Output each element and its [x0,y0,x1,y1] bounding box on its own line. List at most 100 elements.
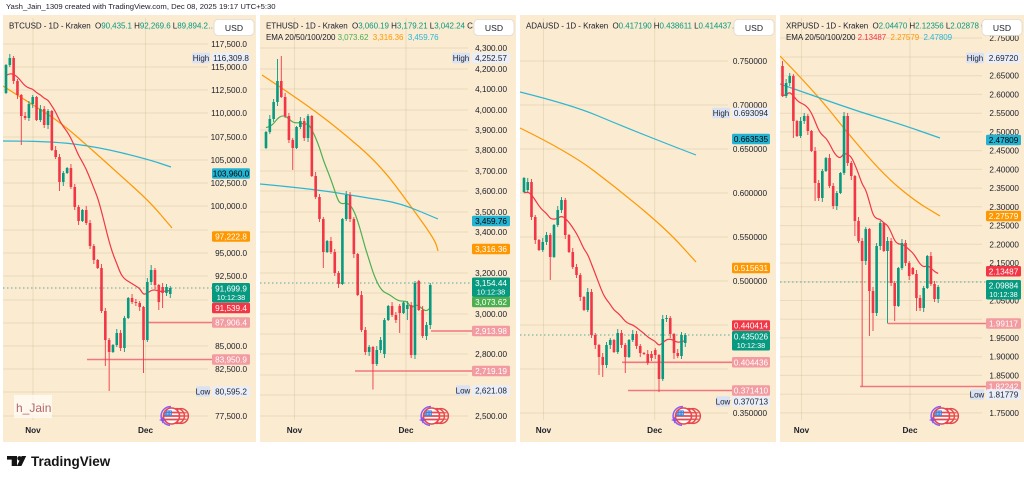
svg-text:3,200.00: 3,200.00 [475,269,507,278]
svg-text:10:12:38: 10:12:38 [477,288,505,297]
svg-text:2.13487: 2.13487 [989,267,1019,276]
svg-text:3,000.00: 3,000.00 [475,310,507,319]
svg-text:91,539.4: 91,539.4 [215,304,247,313]
svg-text:4,300.00: 4,300.00 [475,44,507,53]
svg-text:95,000.0: 95,000.0 [215,249,247,258]
svg-text:1.82242: 1.82242 [989,383,1019,392]
svg-text:97,222.8: 97,222.8 [215,233,247,242]
svg-text:1.95000: 1.95000 [989,334,1019,343]
svg-text:3,900.00: 3,900.00 [475,126,507,135]
svg-text:105,000.0: 105,000.0 [211,156,248,165]
svg-text:0.550000: 0.550000 [733,233,768,242]
svg-text:XRPUSD - 1D - Kraken O2.04470: XRPUSD - 1D - Kraken O2.04470 H2.12356 L… [786,22,995,31]
svg-text:Nov: Nov [287,426,303,435]
svg-text:3,073.62: 3,073.62 [475,298,507,307]
svg-text:3,459.76: 3,459.76 [475,217,507,226]
svg-text:1.85000: 1.85000 [989,371,1019,380]
svg-text:1.81779: 1.81779 [989,391,1019,400]
svg-text:2.20000: 2.20000 [989,240,1019,249]
svg-text:112,500.0: 112,500.0 [211,86,247,95]
svg-text:0.404436: 0.404436 [734,358,769,367]
svg-text:2,800.00: 2,800.00 [475,350,507,359]
svg-text:ETHUSD - 1D - Kraken O3,060.1: ETHUSD - 1D - Kraken O3,060.19 H3,179.21… [266,22,481,31]
svg-text:High: High [193,54,209,63]
svg-text:3,500.00: 3,500.00 [475,208,507,217]
svg-text:Low: Low [716,398,731,407]
svg-text:0.663535: 0.663535 [734,135,769,144]
svg-text:1.99117: 1.99117 [989,320,1018,329]
svg-text:h_Jain: h_Jain [16,401,51,415]
svg-text:92,500.0: 92,500.0 [215,272,247,281]
svg-text:0.600000: 0.600000 [733,189,768,198]
svg-text:Dec: Dec [398,426,413,435]
svg-text:High: High [453,54,469,63]
svg-text:2.05000: 2.05000 [989,297,1019,306]
svg-text:2.09884: 2.09884 [989,281,1019,290]
svg-text:USD: USD [485,23,503,33]
svg-text:2.45000: 2.45000 [989,147,1019,156]
svg-text:107,500.0: 107,500.0 [211,133,248,142]
svg-text:0.500000: 0.500000 [733,277,768,286]
svg-text:BTCUSD - 1D - Kraken O90,435.: BTCUSD - 1D - Kraken O90,435.1 H92,269.6… [9,22,216,31]
svg-text:2.60000: 2.60000 [989,90,1019,99]
svg-text:0.435026: 0.435026 [734,332,769,341]
svg-text:4,000.00: 4,000.00 [475,106,507,115]
svg-text:Dec: Dec [138,426,153,435]
svg-text:10:12:38: 10:12:38 [989,290,1017,299]
svg-text:0.750000: 0.750000 [733,57,768,66]
svg-text:ADAUSD - 1D - Kraken O0.41719: ADAUSD - 1D - Kraken O0.417190 H0.438611… [526,22,739,31]
svg-text:4,100.00: 4,100.00 [475,85,507,94]
svg-text:2,621.08: 2,621.08 [475,387,507,396]
svg-text:0.650000: 0.650000 [733,145,768,154]
svg-text:3,700.00: 3,700.00 [475,167,507,176]
svg-text:2.25000: 2.25000 [989,222,1019,231]
svg-text:116,309.8: 116,309.8 [213,54,249,63]
svg-text:2,500.00: 2,500.00 [475,412,507,421]
svg-text:0.370713: 0.370713 [734,398,769,407]
svg-text:TradingView: TradingView [31,454,111,469]
svg-text:EMA 20/50/100/200 2.13487 2.2: EMA 20/50/100/200 2.13487 2.27579 2.4780… [786,33,953,42]
svg-text:10:12:38: 10:12:38 [737,341,765,350]
svg-text:2.15000: 2.15000 [989,259,1019,268]
svg-text:3,316.36: 3,316.36 [475,245,507,254]
svg-text:High: High [967,54,983,63]
svg-text:110,000.0: 110,000.0 [211,109,247,118]
svg-text:Dec: Dec [647,426,662,435]
svg-text:87,906.4: 87,906.4 [215,319,247,328]
svg-text:1.75000: 1.75000 [989,409,1019,418]
svg-text:10:12:38: 10:12:38 [217,293,245,302]
svg-text:0.350000: 0.350000 [733,409,768,418]
svg-text:2,719.19: 2,719.19 [475,367,507,376]
svg-text:2.65000: 2.65000 [989,72,1019,81]
svg-text:Nov: Nov [25,426,41,435]
svg-text:EMA 20/50/100/200 3,073.62 3,: EMA 20/50/100/200 3,073.62 3,316.36 3,45… [266,33,439,42]
svg-text:80,595.2: 80,595.2 [215,388,247,397]
svg-text:102,500.0: 102,500.0 [211,179,248,188]
svg-text:3,400.00: 3,400.00 [475,228,507,237]
svg-text:2.40000: 2.40000 [989,165,1019,174]
svg-text:2.55000: 2.55000 [989,109,1019,118]
svg-text:Low: Low [970,391,985,400]
svg-text:115,000.0: 115,000.0 [211,63,247,72]
svg-text:100,000.0: 100,000.0 [211,202,248,211]
svg-text:Nov: Nov [536,426,552,435]
svg-text:4,252.57: 4,252.57 [475,54,507,63]
svg-text:0.693094: 0.693094 [734,109,769,118]
svg-text:0.371410: 0.371410 [734,387,769,396]
svg-text:USD: USD [993,23,1011,33]
svg-text:High: High [713,109,729,118]
svg-text:4,200.00: 4,200.00 [475,65,507,74]
svg-text:91,699.9: 91,699.9 [215,284,247,293]
svg-text:2.47809: 2.47809 [989,136,1019,145]
svg-text:1.90000: 1.90000 [989,353,1019,362]
svg-text:2.50000: 2.50000 [989,128,1019,137]
svg-text:117,500.0: 117,500.0 [211,40,247,49]
svg-text:77,500.0: 77,500.0 [215,412,247,421]
svg-text:2.35000: 2.35000 [989,184,1019,193]
svg-text:3,154.44: 3,154.44 [475,279,507,288]
svg-text:USD: USD [745,23,763,33]
svg-text:2.27579: 2.27579 [989,212,1019,221]
svg-text:2.75000: 2.75000 [989,34,1019,43]
svg-text:0.700000: 0.700000 [733,101,768,110]
svg-text:3,800.00: 3,800.00 [475,146,507,155]
